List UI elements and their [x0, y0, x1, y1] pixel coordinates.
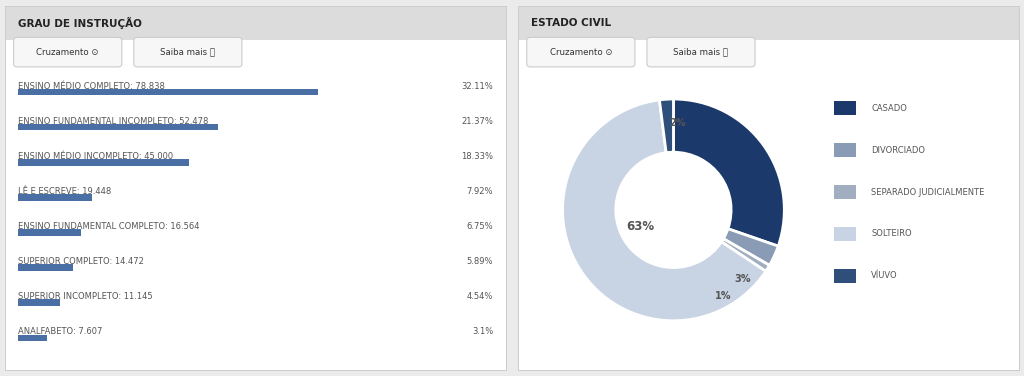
Bar: [834, 227, 856, 241]
Text: SUPERIOR INCOMPLETO: 11.145: SUPERIOR INCOMPLETO: 11.145: [17, 292, 153, 301]
Text: GRAU DE INSTRUÇÃO: GRAU DE INSTRUÇÃO: [17, 17, 141, 29]
Bar: [5, 6, 506, 40]
Text: VÍUVO: VÍUVO: [871, 271, 898, 280]
Text: Cruzamento ⊙: Cruzamento ⊙: [37, 48, 99, 57]
FancyBboxPatch shape: [526, 37, 635, 67]
Bar: [518, 6, 1019, 40]
Text: ENSINO FUNDAMENTAL INCOMPLETO: 52.478: ENSINO FUNDAMENTAL INCOMPLETO: 52.478: [17, 117, 208, 126]
Text: 3.1%: 3.1%: [472, 327, 494, 336]
Text: ENSINO MÉDIO COMPLETO: 78.838: ENSINO MÉDIO COMPLETO: 78.838: [17, 82, 165, 91]
Text: ANALFABETO: 7.607: ANALFABETO: 7.607: [17, 327, 102, 336]
Bar: [17, 124, 217, 130]
Text: ESTADO CIVIL: ESTADO CIVIL: [530, 18, 611, 28]
FancyBboxPatch shape: [647, 37, 755, 67]
Text: ENSINO FUNDAMENTAL COMPLETO: 16.564: ENSINO FUNDAMENTAL COMPLETO: 16.564: [17, 222, 199, 231]
Bar: [17, 264, 73, 271]
Text: 32.11%: 32.11%: [462, 82, 494, 91]
Bar: [17, 299, 60, 306]
Text: Saiba mais ⓘ: Saiba mais ⓘ: [161, 48, 215, 57]
Bar: [17, 194, 92, 201]
Text: Saiba mais ⓘ: Saiba mais ⓘ: [674, 48, 728, 57]
Text: SEPARADO JUDICIALMENTE: SEPARADO JUDICIALMENTE: [871, 188, 984, 197]
Text: 21.37%: 21.37%: [462, 117, 494, 126]
Bar: [17, 335, 47, 341]
Text: DIVORCIADO: DIVORCIADO: [871, 146, 926, 155]
Text: 6.75%: 6.75%: [467, 222, 494, 231]
Text: LÊ E ESCREVE: 19.448: LÊ E ESCREVE: 19.448: [17, 187, 111, 196]
Text: CASADO: CASADO: [871, 104, 907, 113]
Text: 4.54%: 4.54%: [467, 292, 494, 301]
Bar: [834, 269, 856, 283]
Text: SUPERIOR COMPLETO: 14.472: SUPERIOR COMPLETO: 14.472: [17, 257, 143, 266]
Text: ENSINO MÉDIO INCOMPLETO: 45.000: ENSINO MÉDIO INCOMPLETO: 45.000: [17, 152, 173, 161]
Bar: [834, 101, 856, 115]
Text: Cruzamento ⊙: Cruzamento ⊙: [550, 48, 612, 57]
FancyBboxPatch shape: [13, 37, 122, 67]
Text: SOLTEIRO: SOLTEIRO: [871, 229, 911, 238]
Bar: [834, 185, 856, 199]
Text: 18.33%: 18.33%: [461, 152, 494, 161]
Bar: [834, 143, 856, 157]
Bar: [17, 229, 81, 236]
FancyBboxPatch shape: [134, 37, 242, 67]
Bar: [17, 159, 189, 165]
Text: 5.89%: 5.89%: [467, 257, 494, 266]
Bar: [17, 89, 318, 96]
Text: 7.92%: 7.92%: [467, 187, 494, 196]
